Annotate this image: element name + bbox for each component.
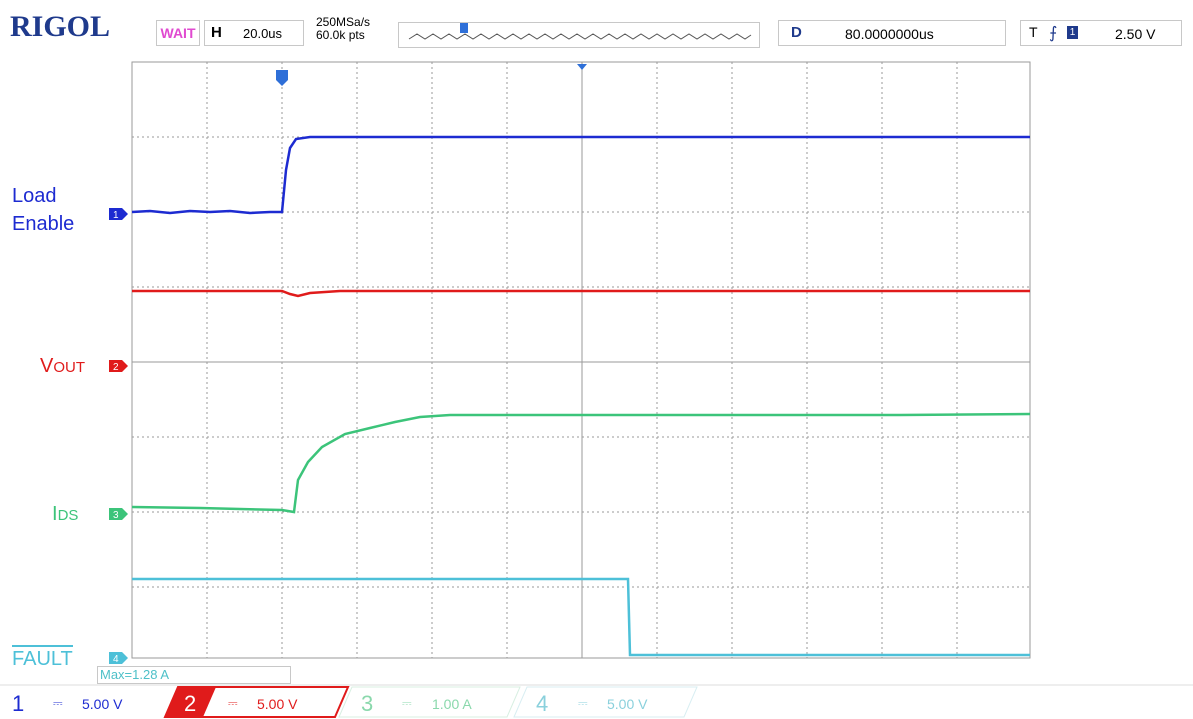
svg-text:⎓: ⎓ (53, 696, 63, 710)
trigger-label: T (1029, 24, 1038, 40)
run-status-badge[interactable]: WAIT (156, 20, 200, 46)
measurement-readout: Max=1.28 A (97, 666, 291, 684)
ch1-label: Load Enable (12, 182, 74, 238)
channel-bar: 1 ⎓ 5.00 V 2 ⎓ 5.00 V 3 ⎓ 1.00 A 4 ⎓ 5.0… (0, 684, 1193, 718)
top-status-bar: RIGOL WAIT H 20.0us 250MSa/s 60.0k pts D… (0, 0, 1193, 58)
trigger-channel-badge: 1 (1067, 26, 1078, 39)
acquisition-info: 250MSa/s 60.0k pts (316, 16, 370, 42)
graticule-grid (132, 62, 1030, 658)
horizontal-label: H (211, 24, 222, 41)
graticule-center-axes (132, 62, 1030, 658)
brand-logo: RIGOL (10, 10, 111, 43)
ch2-label: VOUT (40, 355, 86, 377)
svg-text:5.00 V: 5.00 V (82, 696, 123, 712)
graticule-border (131, 61, 1031, 659)
ch4-marker[interactable]: 4 (109, 652, 128, 665)
ch4-label: FAULT (12, 645, 73, 671)
svg-text:3: 3 (113, 510, 119, 521)
delay-label: D (791, 24, 802, 41)
svg-text:4: 4 (536, 691, 548, 716)
svg-text:1: 1 (12, 691, 24, 716)
rising-edge-icon: ⨍ (1049, 25, 1058, 42)
memory-position-icon (460, 23, 468, 33)
ch1-tab[interactable]: 1 ⎓ 5.00 V (12, 691, 123, 716)
ch2-tab[interactable]: 2 ⎓ 5.00 V (163, 686, 350, 718)
svg-text:5.00 V: 5.00 V (607, 696, 648, 712)
memory-overview[interactable] (398, 22, 760, 48)
svg-text:5.00 V: 5.00 V (257, 696, 298, 712)
ch1-marker[interactable]: 1 (109, 208, 128, 221)
horizontal-scale-box[interactable]: H 20.0us (204, 20, 304, 46)
ch4-waveform (132, 577, 1030, 657)
ch3-waveform (131, 412, 1031, 514)
svg-text:⎓: ⎓ (578, 696, 588, 710)
svg-text:2: 2 (184, 691, 196, 716)
ch1-label-line1: Load (12, 185, 57, 207)
ch3-label: IDS (52, 503, 79, 525)
ch1-label-line2: Enable (12, 213, 75, 235)
ch1-waveform (131, 135, 1030, 215)
ch3-marker[interactable]: 3 (109, 508, 128, 521)
delay-box[interactable]: D 80.0000000us (778, 20, 1006, 46)
horizontal-scale-value: 20.0us (243, 26, 283, 41)
svg-text:4: 4 (113, 654, 119, 665)
ch2-marker[interactable]: 2 (109, 360, 128, 373)
ch2-waveform (132, 289, 1030, 298)
svg-text:1.00 A: 1.00 A (432, 696, 472, 712)
svg-text:1: 1 (113, 210, 119, 221)
ch4-tab[interactable]: 4 ⎓ 5.00 V (513, 686, 698, 718)
trigger-position-icon[interactable] (276, 70, 288, 86)
ch3-tab[interactable]: 3 ⎓ 1.00 A (338, 686, 521, 718)
memory-depth: 60.0k pts (316, 28, 365, 42)
sample-rate: 250MSa/s (316, 15, 371, 29)
svg-text:⎓: ⎓ (228, 696, 238, 710)
memory-waveform-icon (408, 23, 752, 40)
svg-text:3: 3 (361, 691, 373, 716)
trigger-box[interactable]: T ⨍ 1 2.50 V (1020, 20, 1182, 46)
center-marker-icon (577, 64, 587, 70)
delay-value: 80.0000000us (845, 26, 934, 42)
svg-text:2: 2 (113, 362, 119, 373)
svg-text:⎓: ⎓ (402, 696, 412, 710)
trigger-level: 2.50 V (1115, 26, 1156, 42)
